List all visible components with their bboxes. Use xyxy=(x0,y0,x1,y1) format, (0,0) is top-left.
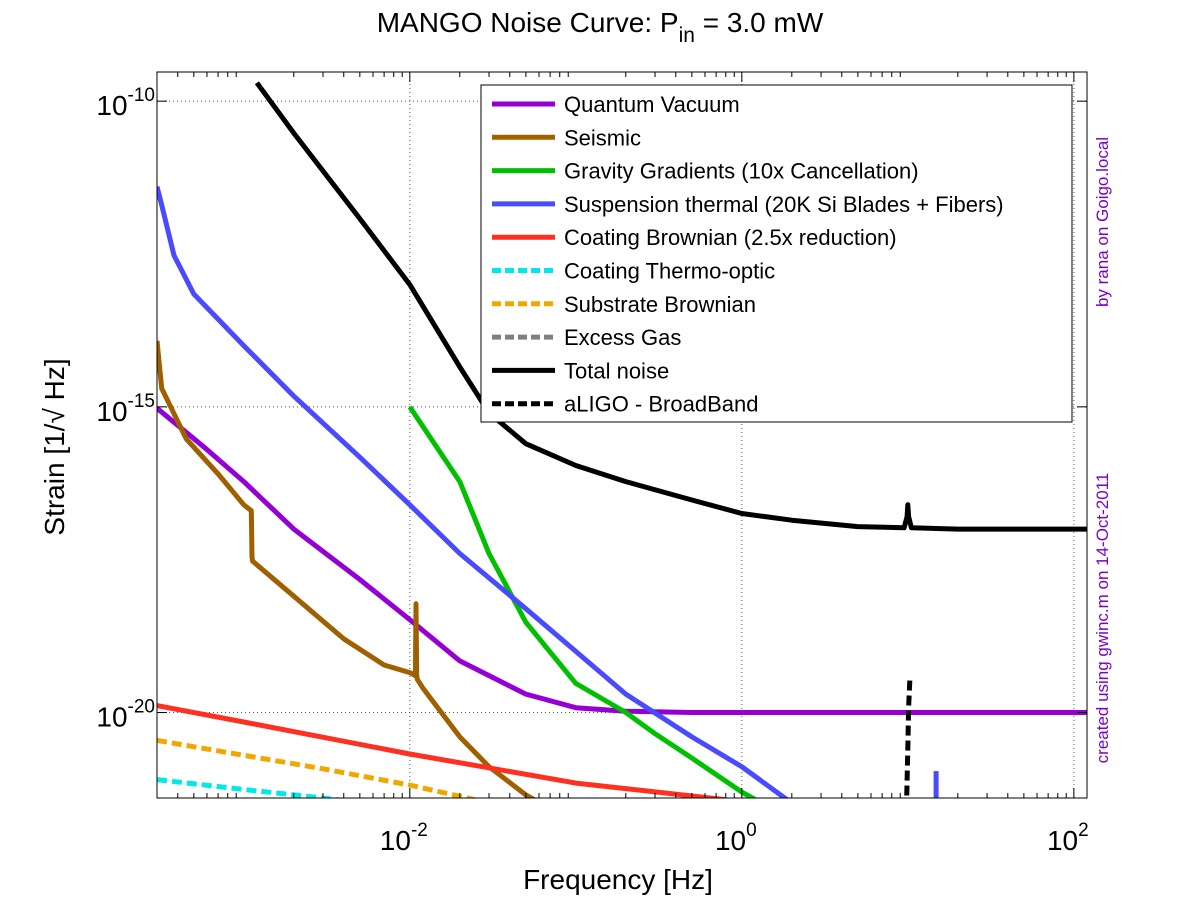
legend-label-suspension-thermal-20k-si-blades-fibers: Suspension thermal (20K Si Blades + Fibe… xyxy=(564,192,1004,217)
legend-label-coating-brownian-2-5x-reduction: Coating Brownian (2.5x reduction) xyxy=(564,225,897,250)
series-lines xyxy=(157,81,1087,798)
legend-label-aligo-broadband: aLIGO - BroadBand xyxy=(564,392,758,417)
series-line-total-noise-9 xyxy=(254,81,1087,532)
y-axis-label-radical: √ xyxy=(39,408,70,424)
x-axis-label: Frequency [Hz] xyxy=(523,864,713,895)
legend-label-quantum-vacuum: Quantum Vacuum xyxy=(564,92,740,117)
y-tick-label-2: 10-20 xyxy=(96,697,155,733)
chart-title-rest: = 3.0 mW xyxy=(695,7,824,38)
legend-label-substrate-brownian: Substrate Brownian xyxy=(564,292,756,317)
annotation-created: created using gwinc.m on 14-Oct-2011 xyxy=(1093,473,1112,764)
y-tick-label-exponent: -20 xyxy=(128,697,155,718)
series-line-gravity-gradients-10x-cancellation-2 xyxy=(407,405,758,798)
y-axis-label-post: Hz] xyxy=(39,358,70,408)
series-line-aligo-broadband-10 xyxy=(904,675,913,798)
chart-title-subscript: in xyxy=(679,24,695,47)
series-line-seismic-1 xyxy=(157,340,537,798)
series-line-suspension-thermal-20k-si-blades-fibers-3 xyxy=(157,185,789,798)
annotation-author: by rana on Goigo.local xyxy=(1093,137,1112,307)
legend-label-excess-gas: Excess Gas xyxy=(564,325,681,350)
x-tick-label-1: 100 xyxy=(715,820,757,856)
y-tick-label-exponent: -10 xyxy=(128,85,155,106)
x-tick-label-2: 102 xyxy=(1047,820,1089,856)
legend-box xyxy=(480,84,1073,423)
y-tick-label-base: 10 xyxy=(96,702,127,733)
legend-label-coating-thermo-optic: Coating Thermo-optic xyxy=(564,259,775,284)
chart-title-main: MANGO Noise Curve: P xyxy=(377,7,679,38)
x-tick-label-0: 10-2 xyxy=(380,820,428,856)
x-tick-label-exponent: 0 xyxy=(746,820,757,841)
legend-label-gravity-gradients-10x-cancellation: Gravity Gradients (10x Cancellation) xyxy=(564,159,919,184)
y-tick-label-base: 10 xyxy=(96,396,127,427)
y-tick-label-0: 10-10 xyxy=(96,85,155,121)
series-line-coating-thermo-optic-6 xyxy=(157,777,345,798)
chart-title: MANGO Noise Curve: Pin = 3.0 mW xyxy=(377,7,824,47)
x-tick-label-exponent: -2 xyxy=(411,820,428,841)
y-axis-label: Strain [1/√ Hz] xyxy=(39,358,70,535)
x-tick-label-base: 10 xyxy=(715,825,746,856)
y-tick-label-1: 10-15 xyxy=(96,391,155,427)
x-tick-label-base: 10 xyxy=(1047,825,1078,856)
legend: Quantum Vacuum Seismic Gravity Gradients (… xyxy=(480,84,1073,423)
series-line-coating-brownian-2-5x-reduction-5 xyxy=(157,703,733,798)
y-tick-label-base: 10 xyxy=(96,90,127,121)
legend-label-total-noise: Total noise xyxy=(564,358,669,383)
axes-frame xyxy=(156,71,1088,799)
legend-label-seismic: Seismic xyxy=(564,125,641,150)
x-tick-label-exponent: 2 xyxy=(1078,820,1089,841)
x-tick-label-base: 10 xyxy=(380,825,411,856)
y-tick-label-exponent: -15 xyxy=(128,391,155,412)
y-axis-label-pre: Strain [1/ xyxy=(39,423,70,535)
series-line-substrate-brownian-7 xyxy=(157,737,479,798)
series-line-quantum-vacuum-0 xyxy=(157,406,1087,715)
